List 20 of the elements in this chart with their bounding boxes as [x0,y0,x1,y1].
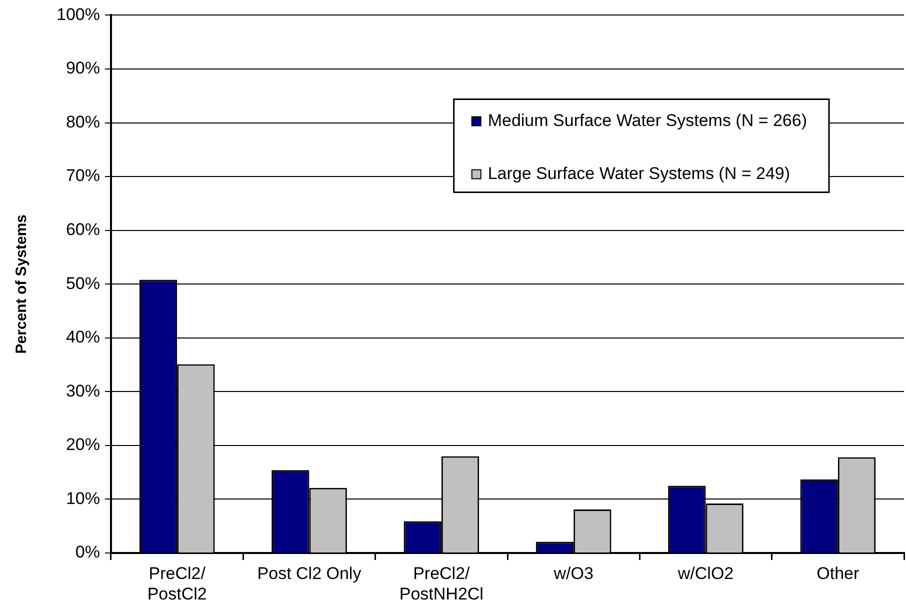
x-tick-label: w/O3 [552,564,594,583]
y-tick-label: 100% [56,4,100,24]
x-tick-label: w/ClO2 [676,564,734,583]
x-tick-label: Other [816,564,860,583]
y-tick-label: 10% [66,488,100,508]
legend-label: Medium Surface Water Systems (N = 266) [488,110,808,130]
y-tick-label: 50% [66,274,100,293]
y-tick-label: 80% [66,112,100,132]
x-tick-label: PreCl2/ PostNH2Cl [399,564,484,604]
x-tick-label: PreCl2/ PostCl2 [147,564,207,604]
y-axis-title: Percent of Systems [13,214,30,354]
legend-label: Large Surface Water Systems (N = 249) [488,164,790,183]
y-tick-label: 90% [66,58,100,78]
y-tick-label: 20% [66,435,100,454]
y-tick-label: 70% [66,166,100,186]
x-tick-label: Post Cl2 Only [257,564,362,583]
y-tick-label: 40% [66,328,100,347]
y-tick-label: 0% [75,542,100,562]
y-tick-label: 30% [66,381,100,400]
y-tick-label: 60% [66,220,100,240]
